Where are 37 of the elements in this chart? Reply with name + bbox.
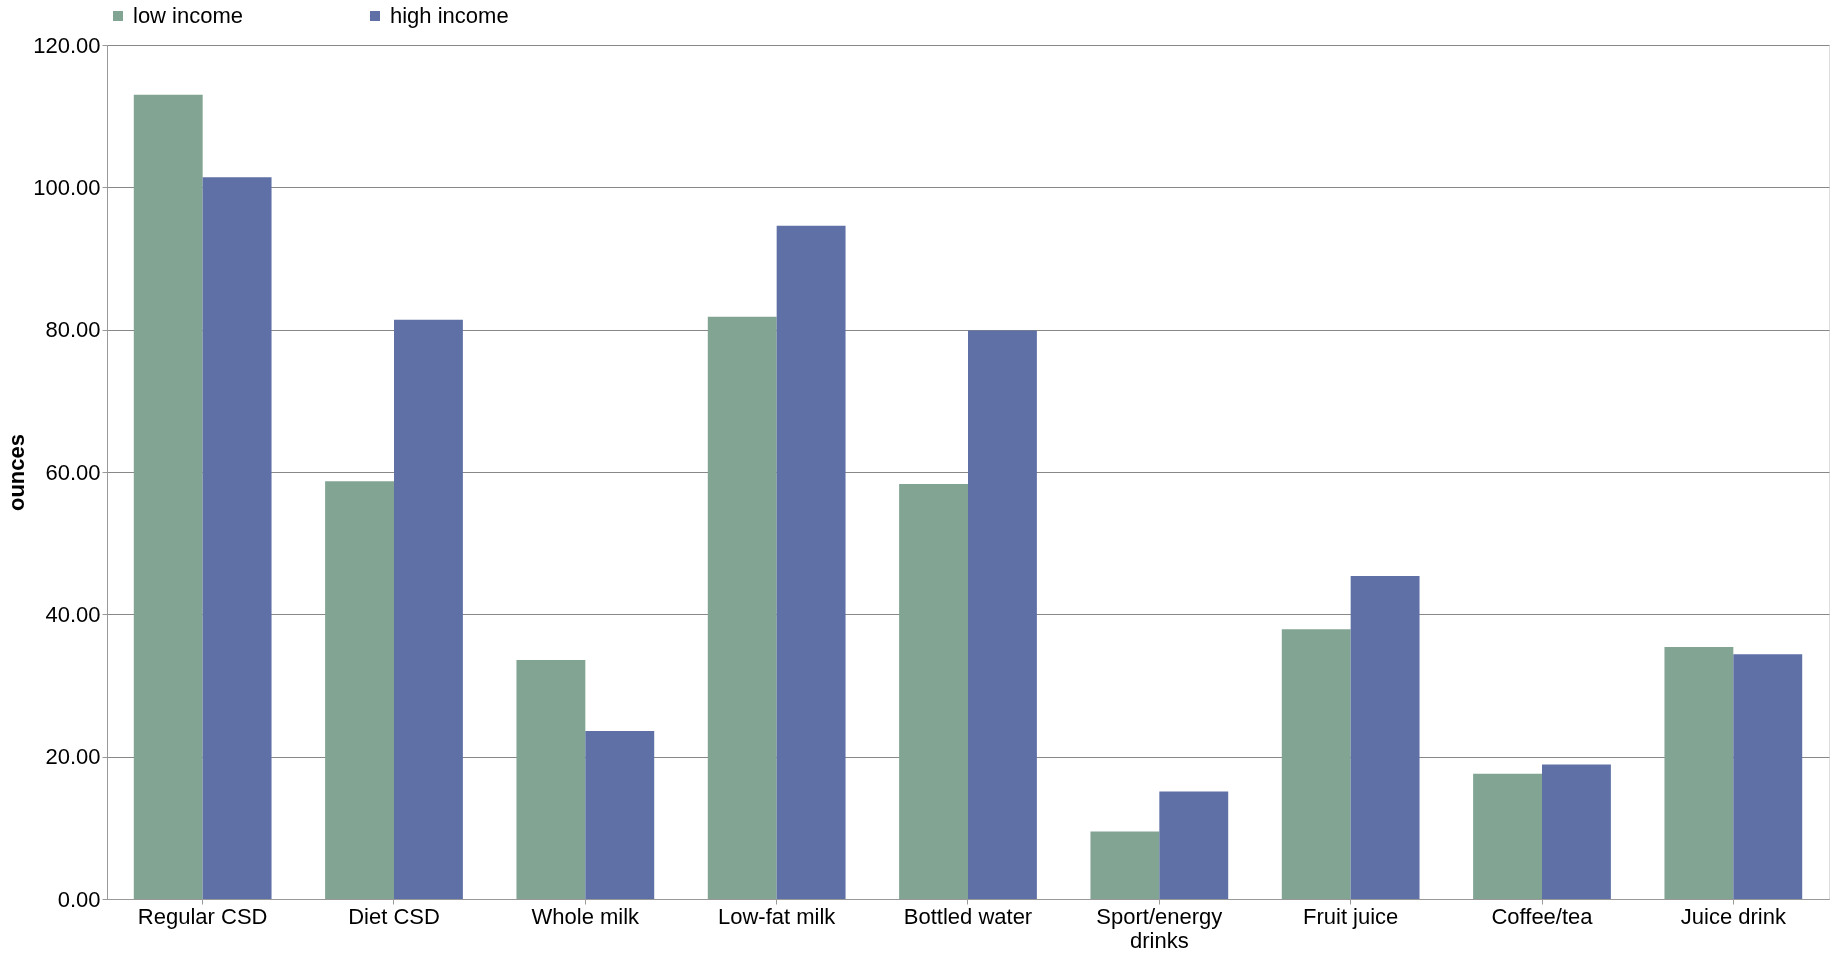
- x-tick-label: Diet CSD: [348, 903, 440, 929]
- bar: [1350, 575, 1420, 899]
- bar: [394, 319, 463, 899]
- x-tick-label: Sport/energy drinks: [1096, 903, 1223, 953]
- bar: [776, 225, 846, 899]
- y-tick-label: 60.00: [45, 459, 101, 485]
- x-tick-label: Bottled water: [903, 903, 1033, 929]
- bar: [1281, 629, 1351, 899]
- y-tick-label: 120.00: [33, 32, 101, 58]
- bar: [1664, 647, 1734, 899]
- bar: [1159, 791, 1229, 899]
- bar: [968, 330, 1037, 899]
- x-tick-label: Fruit juice: [1302, 903, 1399, 929]
- x-tick-label: Juice drink: [1680, 903, 1787, 929]
- y-tick-label: 0.00: [57, 886, 101, 912]
- bar: [202, 177, 272, 899]
- x-tick-label: Coffee/tea: [1491, 903, 1594, 929]
- bar: [585, 731, 655, 899]
- bar: [516, 659, 586, 899]
- bar: [1733, 654, 1803, 899]
- bar: [707, 316, 777, 899]
- legend-label: low income: [133, 3, 244, 28]
- y-tick-label: 100.00: [33, 174, 101, 200]
- legend-label: high income: [390, 3, 509, 28]
- x-tick-label: Regular CSD: [137, 903, 268, 929]
- y-tick-label: 40.00: [45, 601, 101, 627]
- bar: [1473, 773, 1542, 899]
- bar: [325, 481, 394, 899]
- bar: [1542, 764, 1611, 899]
- x-tick-label: Whole milk: [531, 903, 641, 929]
- bar: [133, 94, 203, 899]
- y-tick-label: 20.00: [45, 744, 101, 770]
- y-tick-label: 80.00: [45, 317, 101, 343]
- x-tick-label: Low-fat milk: [717, 903, 837, 929]
- bar: [899, 484, 968, 899]
- y-axis-title: ounces: [4, 433, 30, 512]
- bar: [1090, 831, 1160, 899]
